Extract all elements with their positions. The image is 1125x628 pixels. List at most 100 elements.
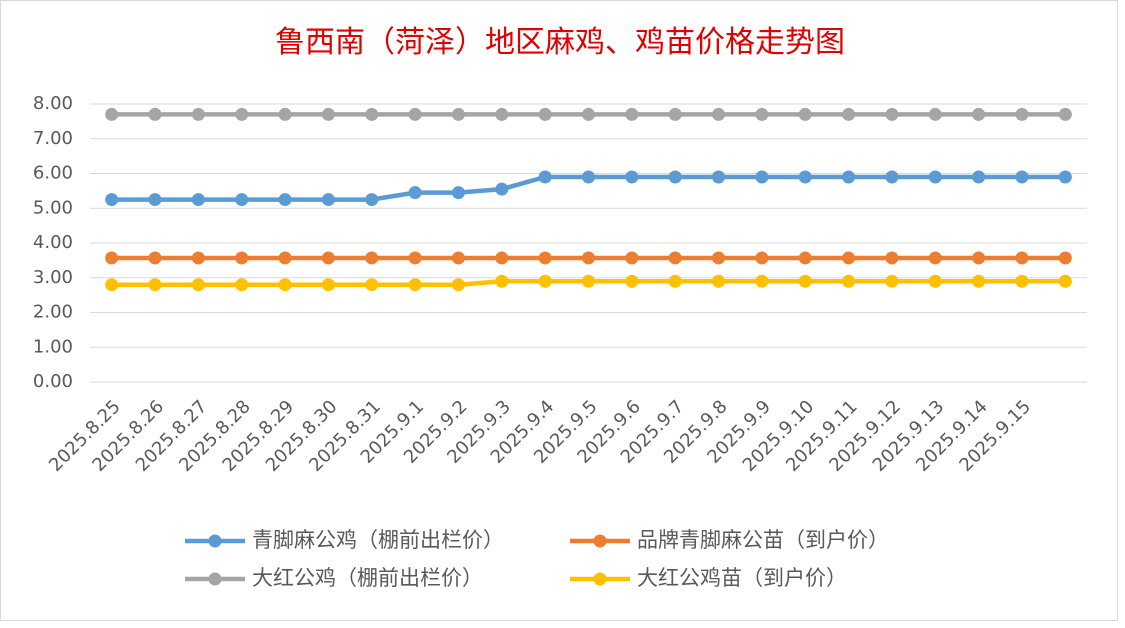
y-tick-label: 4.00 bbox=[33, 232, 73, 253]
y-tick-label: 7.00 bbox=[33, 128, 73, 149]
data-point bbox=[625, 107, 639, 121]
data-point bbox=[495, 182, 509, 196]
data-point bbox=[408, 278, 422, 292]
data-point bbox=[582, 251, 595, 265]
data-point bbox=[408, 186, 422, 200]
data-point bbox=[885, 251, 899, 265]
data-point bbox=[625, 251, 639, 265]
legend-marker bbox=[208, 534, 222, 548]
data-point bbox=[105, 107, 119, 121]
data-point bbox=[928, 274, 942, 288]
data-point bbox=[495, 274, 509, 288]
y-tick-label: 1.00 bbox=[33, 336, 73, 357]
data-point bbox=[278, 193, 292, 207]
data-point bbox=[972, 251, 986, 265]
data-point bbox=[712, 170, 726, 184]
legend-marker bbox=[593, 572, 607, 586]
data-point bbox=[235, 107, 249, 121]
data-point bbox=[278, 251, 292, 265]
data-point bbox=[321, 278, 335, 292]
data-point bbox=[1058, 107, 1072, 121]
data-point bbox=[928, 170, 942, 184]
data-point bbox=[451, 186, 465, 200]
data-point bbox=[712, 107, 726, 121]
legend-label: 青脚麻公鸡（棚前出栏价） bbox=[252, 528, 504, 552]
data-point bbox=[365, 107, 379, 121]
data-point bbox=[972, 274, 986, 288]
legend-label: 大红公鸡（棚前出栏价） bbox=[252, 566, 483, 590]
data-point bbox=[582, 274, 595, 288]
data-point bbox=[191, 193, 205, 207]
y-tick-label: 6.00 bbox=[33, 163, 73, 184]
data-point bbox=[755, 274, 769, 288]
data-point bbox=[885, 274, 899, 288]
data-point bbox=[885, 170, 899, 184]
data-point bbox=[538, 170, 552, 184]
legend-label: 品牌青脚麻公苗（到户价） bbox=[637, 528, 889, 552]
data-point bbox=[148, 278, 162, 292]
data-point bbox=[408, 107, 422, 121]
data-point bbox=[668, 274, 682, 288]
data-point bbox=[321, 193, 335, 207]
y-tick-label: 2.00 bbox=[33, 302, 73, 323]
data-point bbox=[365, 278, 379, 292]
data-point bbox=[278, 278, 292, 292]
chart-title: 鲁西南（菏泽）地区麻鸡、鸡苗价格走势图 bbox=[275, 25, 845, 60]
data-point bbox=[928, 251, 942, 265]
data-point bbox=[972, 107, 986, 121]
data-point bbox=[928, 107, 942, 121]
y-tick-label: 5.00 bbox=[33, 197, 73, 218]
data-point bbox=[755, 170, 769, 184]
data-point bbox=[105, 251, 119, 265]
data-point bbox=[495, 107, 509, 121]
data-point bbox=[321, 107, 335, 121]
data-point bbox=[278, 107, 292, 121]
legend-label: 大红公鸡苗（到户价） bbox=[637, 566, 847, 590]
data-point bbox=[235, 278, 249, 292]
data-point bbox=[798, 170, 812, 184]
data-point bbox=[408, 251, 422, 265]
data-point bbox=[668, 251, 682, 265]
data-point bbox=[1015, 107, 1029, 121]
data-point bbox=[1015, 170, 1029, 184]
data-point bbox=[538, 107, 552, 121]
data-point bbox=[235, 193, 249, 207]
y-tick-label: 8.00 bbox=[33, 93, 73, 114]
data-point bbox=[451, 107, 465, 121]
data-point bbox=[1015, 274, 1029, 288]
data-point bbox=[842, 107, 856, 121]
data-point bbox=[538, 251, 552, 265]
data-point bbox=[712, 274, 726, 288]
data-point bbox=[798, 107, 812, 121]
data-point bbox=[105, 278, 119, 292]
data-point bbox=[105, 193, 119, 207]
data-point bbox=[755, 107, 769, 121]
data-point bbox=[798, 274, 812, 288]
data-point bbox=[755, 251, 769, 265]
data-point bbox=[668, 107, 682, 121]
data-point bbox=[235, 251, 249, 265]
data-point bbox=[321, 251, 335, 265]
data-point bbox=[798, 251, 812, 265]
legend-marker bbox=[208, 572, 222, 586]
legend-marker bbox=[593, 534, 607, 548]
y-tick-label: 0.00 bbox=[33, 371, 73, 392]
data-point bbox=[191, 107, 205, 121]
data-point bbox=[625, 170, 639, 184]
y-tick-label: 3.00 bbox=[33, 267, 73, 288]
data-point bbox=[582, 107, 595, 121]
data-point bbox=[495, 251, 509, 265]
data-point bbox=[972, 170, 986, 184]
data-point bbox=[148, 107, 162, 121]
data-point bbox=[1015, 251, 1029, 265]
data-point bbox=[1058, 251, 1072, 265]
data-point bbox=[712, 251, 726, 265]
data-point bbox=[148, 251, 162, 265]
data-point bbox=[365, 193, 379, 207]
data-point bbox=[451, 278, 465, 292]
data-point bbox=[842, 274, 856, 288]
data-point bbox=[148, 193, 162, 207]
data-point bbox=[1058, 274, 1072, 288]
